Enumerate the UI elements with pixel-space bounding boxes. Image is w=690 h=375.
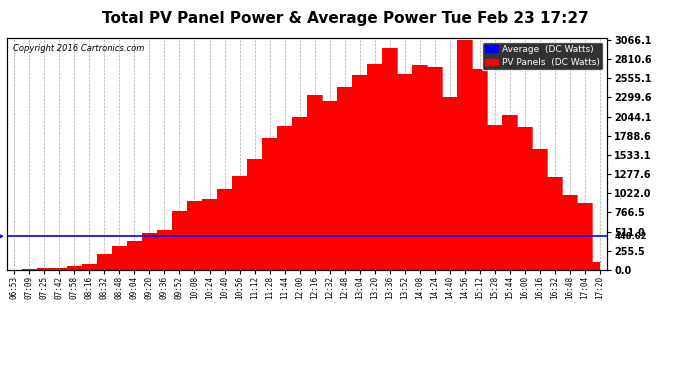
- Text: Total PV Panel Power & Average Power Tue Feb 23 17:27: Total PV Panel Power & Average Power Tue…: [101, 11, 589, 26]
- Text: Copyright 2016 Cartronics.com: Copyright 2016 Cartronics.com: [13, 45, 144, 54]
- Legend: Average  (DC Watts), PV Panels  (DC Watts): Average (DC Watts), PV Panels (DC Watts): [482, 42, 602, 70]
- Text: 448.62: 448.62: [614, 232, 647, 241]
